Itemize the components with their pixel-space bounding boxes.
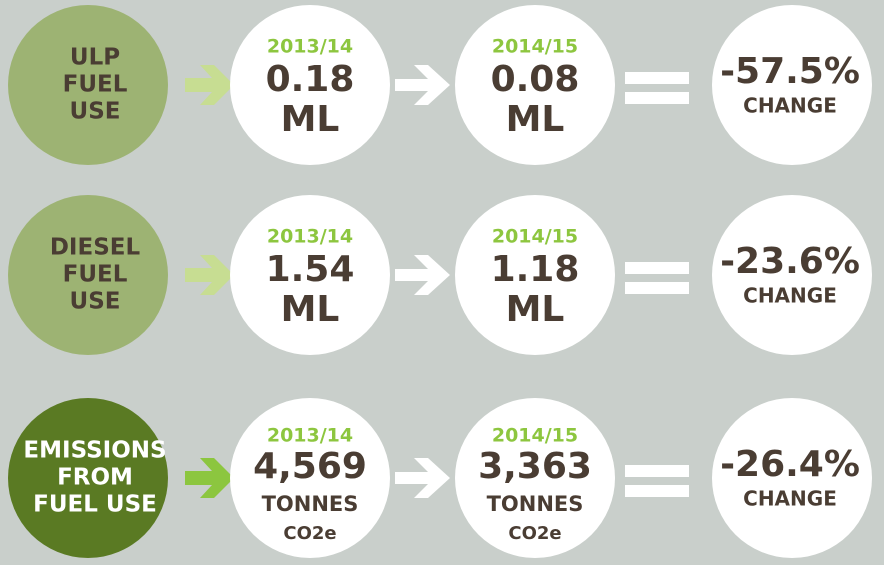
year-label: 2013/14 bbox=[267, 226, 353, 248]
change-value: -23.6% bbox=[720, 241, 860, 282]
value: 1.18 bbox=[491, 249, 580, 290]
category-label: EMISSIONS bbox=[23, 438, 166, 464]
arrow bbox=[185, 458, 234, 498]
equals-bottom bbox=[625, 282, 689, 294]
change-value: -57.5% bbox=[720, 51, 860, 92]
value-circle bbox=[230, 195, 390, 355]
equals-bottom bbox=[625, 485, 689, 497]
category-label: FROM bbox=[57, 465, 133, 491]
unit: TONNES bbox=[487, 492, 584, 516]
unit: CO2e bbox=[283, 523, 336, 544]
value: 1.54 bbox=[266, 249, 355, 290]
value-circle bbox=[455, 195, 615, 355]
value: 0.08 bbox=[491, 59, 580, 100]
year-label: 2014/15 bbox=[492, 36, 578, 58]
value: 0.18 bbox=[266, 59, 355, 100]
value-circle bbox=[455, 5, 615, 165]
unit: TONNES bbox=[262, 492, 359, 516]
category-circle bbox=[8, 195, 168, 355]
change-circle bbox=[712, 398, 872, 558]
unit: CO2e bbox=[508, 523, 561, 544]
change-label: CHANGE bbox=[743, 94, 837, 118]
year-label: 2014/15 bbox=[492, 425, 578, 447]
equals-bottom bbox=[625, 92, 689, 104]
equals-top bbox=[625, 465, 689, 477]
change-circle bbox=[712, 195, 872, 355]
value: 4,569 bbox=[253, 446, 367, 487]
category-label: FUEL bbox=[63, 262, 128, 288]
change-value: -26.4% bbox=[720, 444, 860, 485]
category-circle bbox=[8, 398, 168, 558]
category-label: ULP bbox=[70, 45, 120, 71]
year-label: 2014/15 bbox=[492, 226, 578, 248]
year-label: 2013/14 bbox=[267, 425, 353, 447]
year-label: 2013/14 bbox=[267, 36, 353, 58]
value: 3,363 bbox=[478, 446, 592, 487]
category-circle bbox=[8, 5, 168, 165]
unit: ML bbox=[281, 99, 340, 140]
change-label: CHANGE bbox=[743, 487, 837, 511]
category-label: USE bbox=[70, 289, 121, 315]
unit: ML bbox=[506, 99, 565, 140]
value-circle bbox=[230, 398, 390, 558]
change-label: CHANGE bbox=[743, 284, 837, 308]
arrow bbox=[395, 65, 450, 105]
category-label: FUEL USE bbox=[33, 492, 157, 518]
value-circle bbox=[455, 398, 615, 558]
arrow bbox=[395, 255, 450, 295]
category-label: FUEL bbox=[63, 72, 128, 98]
arrow bbox=[185, 255, 234, 295]
equals-top bbox=[625, 72, 689, 84]
equals-top bbox=[625, 262, 689, 274]
category-label: USE bbox=[70, 99, 121, 125]
arrow bbox=[185, 65, 234, 105]
unit: ML bbox=[506, 289, 565, 330]
arrow bbox=[395, 458, 450, 498]
category-label: DIESEL bbox=[50, 235, 141, 261]
unit: ML bbox=[281, 289, 340, 330]
change-circle bbox=[712, 5, 872, 165]
value-circle bbox=[230, 5, 390, 165]
